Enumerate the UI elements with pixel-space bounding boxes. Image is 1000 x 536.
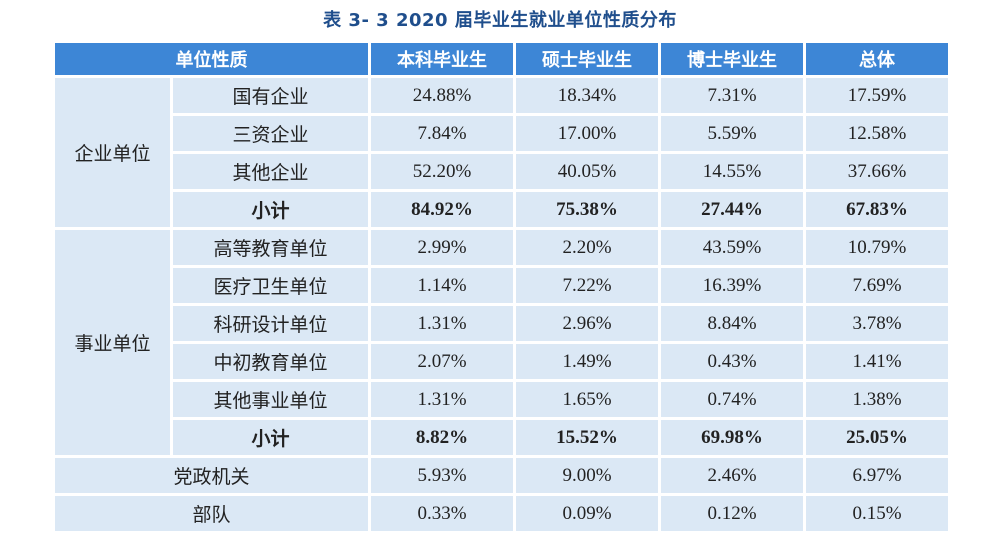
cell-value: 27.44% [661, 192, 803, 227]
row-label: 小计 [173, 192, 368, 227]
cell-value: 25.05% [806, 420, 948, 455]
row-label: 国有企业 [173, 78, 368, 113]
row-label: 三资企业 [173, 116, 368, 151]
cell-value: 84.92% [371, 192, 513, 227]
row-label: 医疗卫生单位 [173, 268, 368, 303]
row-label: 小计 [173, 420, 368, 455]
cell-value: 0.15% [806, 496, 948, 531]
table-row: 事业单位 高等教育单位 2.99% 2.20% 43.59% 10.79% [55, 230, 948, 455]
cell-value: 8.84% [661, 306, 803, 341]
cell-value: 6.97% [806, 458, 948, 493]
cell-value: 43.59% [661, 230, 803, 265]
cell-value: 17.59% [806, 78, 948, 113]
cell-value: 7.84% [371, 116, 513, 151]
cell-value: 9.00% [516, 458, 658, 493]
row-label: 高等教育单位 [173, 230, 368, 265]
table-row: 中初教育单位 2.07% 1.49% 0.43% 1.41% [55, 344, 948, 379]
cell-value: 52.20% [371, 154, 513, 189]
cell-value: 14.55% [661, 154, 803, 189]
cell-value: 67.83% [806, 192, 948, 227]
cell-value: 10.79% [806, 230, 948, 265]
table-row: 科研设计单位 1.31% 2.96% 8.84% 3.78% [55, 306, 948, 341]
cell-value: 69.98% [661, 420, 803, 455]
table-row: 部队 0.33% 0.09% 0.12% 0.15% [55, 496, 948, 531]
cell-value: 0.74% [661, 382, 803, 417]
subtotal-row: 小计 8.82% 15.52% 69.98% 25.05% [55, 420, 948, 455]
row-label: 科研设计单位 [173, 306, 368, 341]
header-unit-type: 单位性质 [55, 43, 368, 75]
cell-value: 5.59% [661, 116, 803, 151]
table-row: 企业单位 国有企业 24.88% 18.34% 7.31% 17.59% [55, 78, 948, 227]
cell-value: 1.49% [516, 344, 658, 379]
cell-value: 17.00% [516, 116, 658, 151]
cell-value: 0.33% [371, 496, 513, 531]
employment-unit-table: 单位性质 本科毕业生 硕士毕业生 博士毕业生 总体 企业单位 国有企业 24.8… [52, 40, 951, 534]
table-row: 其他事业单位 1.31% 1.65% 0.74% 1.38% [55, 382, 948, 417]
header-overall: 总体 [806, 43, 948, 75]
cell-value: 7.69% [806, 268, 948, 303]
cell-value: 2.96% [516, 306, 658, 341]
header-master: 硕士毕业生 [516, 43, 658, 75]
cell-value: 24.88% [371, 78, 513, 113]
header-doctor: 博士毕业生 [661, 43, 803, 75]
subtotal-row: 小计 84.92% 75.38% 27.44% 67.83% [55, 192, 948, 227]
table-row: 党政机关 5.93% 9.00% 2.46% 6.97% [55, 458, 948, 493]
cell-value: 2.99% [371, 230, 513, 265]
cell-value: 7.22% [516, 268, 658, 303]
cell-value: 5.93% [371, 458, 513, 493]
cell-value: 1.38% [806, 382, 948, 417]
cell-value: 2.07% [371, 344, 513, 379]
group-label-enterprise: 企业单位 [55, 78, 170, 227]
table-row: 医疗卫生单位 1.14% 7.22% 16.39% 7.69% [55, 268, 948, 303]
row-label: 中初教育单位 [173, 344, 368, 379]
table-row: 三资企业 7.84% 17.00% 5.59% 12.58% [55, 116, 948, 151]
group-label-institution: 事业单位 [55, 230, 170, 455]
cell-value: 37.66% [806, 154, 948, 189]
header-bachelor: 本科毕业生 [371, 43, 513, 75]
cell-value: 1.31% [371, 306, 513, 341]
cell-value: 0.43% [661, 344, 803, 379]
cell-value: 75.38% [516, 192, 658, 227]
cell-value: 2.46% [661, 458, 803, 493]
row-label: 党政机关 [55, 458, 368, 493]
table-title: 表 3- 3 2020 届毕业生就业单位性质分布 [323, 10, 677, 31]
row-label: 部队 [55, 496, 368, 531]
table-row: 其他企业 52.20% 40.05% 14.55% 37.66% [55, 154, 948, 189]
cell-value: 0.12% [661, 496, 803, 531]
cell-value: 1.65% [516, 382, 658, 417]
cell-value: 3.78% [806, 306, 948, 341]
cell-value: 7.31% [661, 78, 803, 113]
cell-value: 8.82% [371, 420, 513, 455]
cell-value: 1.31% [371, 382, 513, 417]
cell-value: 0.09% [516, 496, 658, 531]
cell-value: 12.58% [806, 116, 948, 151]
row-label: 其他企业 [173, 154, 368, 189]
row-label: 其他事业单位 [173, 382, 368, 417]
header-row: 单位性质 本科毕业生 硕士毕业生 博士毕业生 总体 [55, 43, 948, 75]
cell-value: 18.34% [516, 78, 658, 113]
cell-value: 15.52% [516, 420, 658, 455]
cell-value: 1.41% [806, 344, 948, 379]
cell-value: 1.14% [371, 268, 513, 303]
cell-value: 2.20% [516, 230, 658, 265]
cell-value: 16.39% [661, 268, 803, 303]
cell-value: 40.05% [516, 154, 658, 189]
